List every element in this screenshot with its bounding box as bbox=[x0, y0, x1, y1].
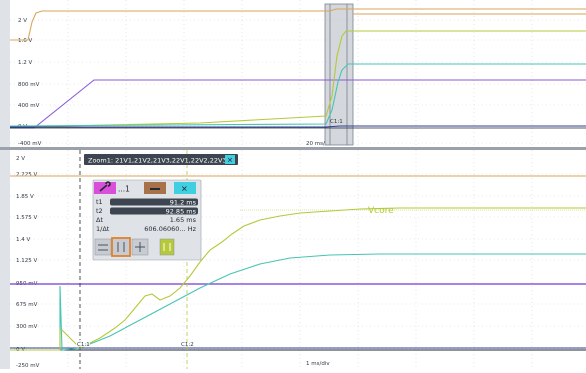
overview-grid bbox=[10, 0, 586, 147]
cursor-2-label: C1:2 bbox=[181, 342, 194, 348]
vcore-label: Vcore bbox=[368, 206, 394, 216]
overview-y-label: -400 mV bbox=[18, 141, 42, 147]
cursor-panel-title: ...1 bbox=[118, 185, 130, 194]
zoom-y-label: 1.125 V bbox=[16, 258, 37, 264]
cursor-row-label: t1 bbox=[96, 198, 103, 206]
zoom-title-bar[interactable]: Zoom1: 21V1,21V2,21V3,22V1,22V2,22V3 ✕ bbox=[84, 154, 238, 165]
zoom-y-label: 1.85 V bbox=[16, 194, 34, 200]
horizontal-cursor-icon bbox=[98, 244, 108, 251]
cursor-1-label: C1:1 bbox=[77, 342, 90, 348]
cursor-row-label: 1/Δt bbox=[96, 225, 110, 233]
overview-y-label: 2 V bbox=[18, 18, 27, 24]
overview-y-label: 1.2 V bbox=[18, 60, 32, 66]
cursor-mode-horizontal-button[interactable] bbox=[94, 238, 112, 256]
vertical-cursor-icon bbox=[117, 242, 125, 252]
cursor-row-label: Δt bbox=[96, 216, 103, 224]
overview-timebase-label: 20 ms/ bbox=[306, 141, 325, 147]
cursor-measurement-panel[interactable]: ...1 ✕ t1 91.2 ms t2 92.85 ms Δt 1.65 ms… bbox=[92, 179, 202, 261]
zoom-y-label: 2 V bbox=[16, 156, 25, 162]
zoom-y-label: 1.575 V bbox=[16, 215, 37, 221]
zoom-y-label: 300 mV bbox=[16, 324, 38, 330]
overview-trace-orange bbox=[10, 8, 586, 41]
cursor-row-value: 1.65 ms bbox=[170, 216, 197, 224]
cursor-panel-close-button[interactable] bbox=[174, 182, 196, 194]
overview-y-label: 1.6 V bbox=[18, 38, 32, 44]
close-icon: ✕ bbox=[181, 185, 188, 194]
cursor-row-value: 91.2 ms bbox=[170, 198, 197, 206]
zoom-trace-teal bbox=[10, 253, 586, 351]
cursor-row-value: 92.85 ms bbox=[166, 207, 197, 215]
zoom-timebase-label: 1 ms/div bbox=[306, 361, 330, 367]
zoom-y-label: 675 mV bbox=[16, 302, 38, 308]
zoom-title: Zoom1: 21V1,21V2,21V3,22V1,22V2,22V3 bbox=[88, 157, 227, 165]
zoom-scale-strip bbox=[0, 150, 10, 369]
minimize-icon bbox=[150, 188, 160, 190]
zoom-y-label: 2.225 V bbox=[16, 172, 37, 178]
overview-trace-teal bbox=[9, 63, 586, 127]
overview-scale-strip bbox=[0, 0, 10, 147]
cursor-settings-button[interactable] bbox=[94, 182, 116, 194]
overview-y-label: 800 mV bbox=[18, 82, 40, 88]
overview-zoom-marker-label: C1:1 bbox=[330, 119, 343, 125]
cursor-row-label: t2 bbox=[96, 207, 103, 215]
zoom-pane[interactable]: 2 V 2.225 V 1.85 V 1.575 V 1.4 V 1.125 V… bbox=[0, 150, 586, 369]
track-icon bbox=[163, 243, 171, 251]
zoom-y-label: -250 mV bbox=[16, 363, 40, 369]
cursor-row-value: 606.06060... Hz bbox=[144, 225, 196, 233]
cross-cursor-icon bbox=[135, 242, 145, 252]
zoom-close-button[interactable] bbox=[225, 155, 235, 164]
overview-trace-blue bbox=[10, 125, 586, 128]
cursor-mode-vertical-button[interactable] bbox=[111, 237, 131, 257]
zoom-y-label: 1.4 V bbox=[16, 237, 30, 243]
cursor-track-button[interactable] bbox=[159, 238, 175, 256]
zoom-close-icon: ✕ bbox=[227, 157, 233, 165]
overview-pane[interactable]: 2 V 1.6 V 1.2 V 800 mV 400 mV 0 V -400 m… bbox=[0, 0, 586, 147]
overview-y-label: 400 mV bbox=[18, 103, 40, 109]
wrench-icon bbox=[99, 181, 111, 192]
